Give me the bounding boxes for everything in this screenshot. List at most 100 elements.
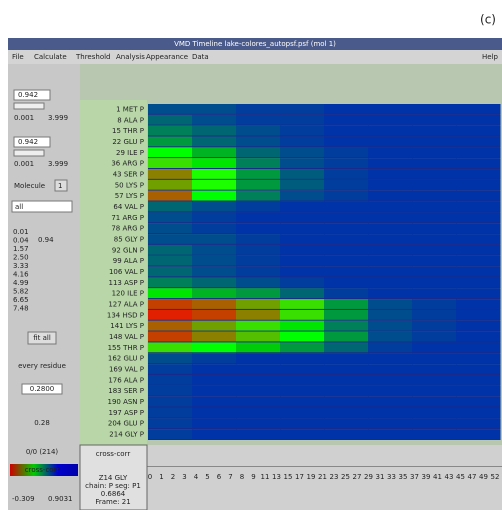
row-separator [148, 363, 500, 365]
heat-cell [148, 342, 193, 354]
scale-name: cross-corr [25, 466, 60, 474]
residue-label: 99 ALA P [113, 257, 144, 265]
heat-cell [236, 147, 281, 159]
frame-label: 5 [205, 473, 209, 481]
heat-cell [192, 212, 237, 224]
heat-cell [192, 407, 237, 419]
heat-cell [280, 418, 325, 430]
row-separator [148, 406, 500, 408]
menu-item[interactable]: Calculate [34, 53, 67, 61]
frame-label: 31 [376, 473, 385, 481]
residue-label: 169 VAL P [109, 366, 144, 374]
heat-cell [324, 158, 369, 170]
menu-item[interactable]: Data [192, 53, 209, 61]
heat-cell [324, 309, 369, 321]
heat-cell [324, 255, 369, 267]
heat-cell [192, 234, 237, 245]
heat-cell [412, 244, 457, 256]
heat-cell [324, 385, 369, 397]
residue-label: 162 GLU P [108, 355, 144, 363]
row-separator [148, 168, 500, 170]
selection-text: all [15, 203, 23, 211]
heat-cell [192, 244, 237, 256]
heat-cell [456, 320, 501, 332]
heat-cell [280, 277, 325, 289]
residue-label: 120 ILE P [112, 290, 144, 298]
heat-cell [236, 179, 281, 191]
row-separator [148, 319, 500, 321]
heat-cell [368, 190, 413, 202]
heat-cell [148, 353, 193, 365]
heat-cell [148, 320, 193, 332]
heat-cell [456, 353, 501, 365]
axis-area [147, 445, 502, 510]
heat-cell [192, 223, 237, 235]
heat-cell [456, 288, 501, 300]
slider[interactable] [13, 149, 45, 157]
row-separator [148, 395, 500, 397]
heat-cell [368, 396, 413, 408]
heat-cell [192, 266, 237, 278]
menu-item[interactable]: Threshold [75, 53, 111, 61]
heat-cell [148, 223, 193, 235]
heat-cell [412, 342, 457, 354]
heat-cell [324, 396, 369, 408]
heat-cell [412, 223, 457, 235]
molecule-value: 1 [58, 182, 62, 190]
heat-cell [280, 190, 325, 202]
frame-label: 11 [261, 473, 270, 481]
window-title: VMD Timeline lake-colores_autopsf.psf (m… [174, 40, 336, 48]
residue-label: 71 ARG P [111, 214, 144, 222]
menu-item[interactable]: Analysis [116, 53, 145, 61]
heat-cell [236, 158, 281, 170]
slider[interactable] [13, 102, 45, 110]
level-value: 1.57 [13, 245, 29, 253]
level-value: 5.82 [13, 288, 29, 296]
frame-label: 21 [318, 473, 327, 481]
fit-button[interactable] [27, 331, 57, 345]
count-text: 0/0 (214) [26, 448, 59, 456]
molecule-button[interactable] [54, 179, 68, 192]
heat-cell [236, 309, 281, 321]
heat-cell [368, 299, 413, 310]
row-separator [148, 124, 500, 126]
menu-item[interactable]: Appearance [146, 53, 188, 61]
heat-cell [324, 234, 369, 245]
heat-cell [280, 396, 325, 408]
heat-cell [192, 136, 237, 148]
heat-cell [368, 407, 413, 419]
selection-box[interactable] [11, 200, 73, 213]
heat-cell [280, 147, 325, 159]
heat-cell [456, 396, 501, 408]
heat-cell [456, 364, 501, 375]
heat-cell [280, 364, 325, 375]
heat-cell [368, 320, 413, 332]
heat-cell [324, 288, 369, 300]
level-value: 3.33 [13, 262, 29, 270]
row-separator [148, 211, 500, 213]
heat-cell [412, 277, 457, 289]
menu-help[interactable]: Help [482, 53, 499, 61]
heat-cell [192, 385, 237, 397]
heat-cell [456, 244, 501, 256]
heat-cell [236, 342, 281, 354]
heat-cell [456, 309, 501, 321]
heat-cell [236, 234, 281, 245]
residue-label: 8 ALA P [117, 116, 144, 124]
heat-cell [412, 104, 457, 115]
level-current: 0.94 [38, 236, 54, 244]
heat-cell [368, 147, 413, 159]
frame-label: 1 [159, 473, 163, 481]
menu-item[interactable]: File [12, 53, 24, 61]
row-separator [148, 384, 500, 386]
frame-label: 6 [217, 473, 222, 481]
heat-cell [192, 396, 237, 408]
slider-min: 0.001 [14, 114, 34, 122]
heat-cell [192, 364, 237, 375]
heat-cell [456, 266, 501, 278]
frame-label: 17 [295, 473, 304, 481]
residue-label: 141 LYS P [110, 322, 144, 330]
heat-cell [324, 212, 369, 224]
heat-cell [412, 136, 457, 148]
frame-label: 3 [182, 473, 186, 481]
